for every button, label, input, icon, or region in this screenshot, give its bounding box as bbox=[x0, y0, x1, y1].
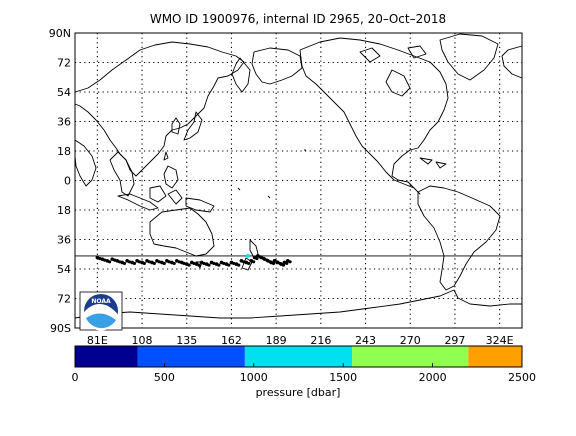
track-point-highlight bbox=[246, 253, 251, 258]
map-frame bbox=[74, 32, 523, 329]
track-point bbox=[157, 260, 161, 264]
lon-tick-label: 216 bbox=[310, 334, 331, 347]
track-point bbox=[108, 260, 112, 264]
track-point bbox=[167, 260, 171, 264]
logo-wave bbox=[86, 313, 116, 329]
lon-tick-label: 162 bbox=[221, 334, 242, 347]
track-point bbox=[247, 261, 251, 266]
lon-tick-label: 81E bbox=[87, 334, 108, 347]
track-point bbox=[127, 260, 132, 264]
track-point bbox=[285, 261, 289, 266]
track-point bbox=[162, 261, 166, 266]
track-point bbox=[122, 261, 127, 266]
track-point bbox=[281, 263, 286, 267]
pressure-colorbar: 0 500 1000 1500 2000 2500 pressure [dbar] bbox=[72, 345, 536, 399]
colorbar-ticks: 0 500 1000 1500 2000 2500 bbox=[72, 363, 536, 384]
longitude-labels: 81E 108 135 162 189 216 243 270 297 324E bbox=[87, 334, 514, 347]
lon-tick-label: 297 bbox=[444, 334, 465, 347]
logo-text: NOAA bbox=[91, 298, 111, 305]
lat-tick-label: 72 bbox=[57, 57, 71, 70]
track-point bbox=[232, 261, 236, 266]
lat-tick-label: 90S bbox=[50, 322, 71, 335]
lat-tick-label: 18 bbox=[57, 145, 71, 158]
track-point bbox=[192, 261, 196, 266]
lat-tick-label: 54 bbox=[57, 86, 71, 99]
colorbar-segment bbox=[468, 346, 522, 367]
lat-tick-label: 54 bbox=[57, 263, 71, 276]
track-point bbox=[227, 263, 231, 267]
lat-tick-label: 0 bbox=[64, 175, 71, 188]
colorbar-tick-label: 1500 bbox=[329, 371, 357, 384]
track-point bbox=[132, 261, 137, 266]
lon-tick-label: 324E bbox=[486, 334, 514, 347]
lon-tick-label: 135 bbox=[176, 334, 197, 347]
colorbar-tick-label: 2500 bbox=[508, 371, 536, 384]
track-point bbox=[117, 260, 122, 264]
track-point bbox=[197, 263, 201, 267]
lat-tick-label: 72 bbox=[57, 293, 71, 306]
colorbar-tick-label: 1000 bbox=[240, 371, 268, 384]
lat-tick-label: 36 bbox=[57, 116, 71, 129]
track-point bbox=[271, 261, 276, 266]
track-point bbox=[237, 263, 241, 267]
colorbar-tick-label: 0 bbox=[72, 371, 79, 384]
lat-tick-label: 36 bbox=[57, 234, 71, 247]
track-point bbox=[112, 258, 117, 262]
track-point bbox=[172, 261, 176, 266]
lat-tick-label: 18 bbox=[57, 204, 71, 217]
lon-tick-label: 243 bbox=[355, 334, 376, 347]
track-point bbox=[202, 261, 206, 266]
track-point bbox=[222, 261, 226, 266]
lon-tick-label: 189 bbox=[266, 334, 287, 347]
colorbar-label: pressure [dbar] bbox=[256, 386, 341, 399]
noaa-logo: NOAA bbox=[79, 291, 123, 331]
track-point bbox=[98, 256, 102, 261]
track-point bbox=[137, 260, 142, 264]
colorbar-segment bbox=[352, 346, 469, 367]
track-point bbox=[147, 260, 151, 264]
track-point bbox=[182, 261, 186, 266]
colorbar-tick-label: 2000 bbox=[419, 371, 447, 384]
track-point bbox=[103, 258, 107, 262]
colorbar-frame bbox=[74, 345, 523, 368]
track-point bbox=[252, 260, 256, 264]
world-map: 90N 72 54 36 18 0 18 36 54 72 90S 81E 108 135 162 189 2… bbox=[49, 27, 523, 347]
colorbar-segments bbox=[75, 346, 522, 367]
lat-tick-label: 90N bbox=[49, 27, 71, 40]
lon-tick-label: 108 bbox=[132, 334, 153, 347]
latitude-labels: 90N 72 54 36 18 0 18 36 54 72 90S bbox=[49, 27, 71, 335]
figure-title: WMO ID 1900976, internal ID 2965, 20–Oct… bbox=[150, 12, 446, 26]
track-point bbox=[187, 263, 191, 267]
track-point bbox=[212, 261, 216, 266]
track-point bbox=[152, 261, 156, 266]
colorbar-segment bbox=[137, 346, 245, 367]
track-point bbox=[207, 263, 211, 267]
colorbar-segment bbox=[244, 346, 353, 367]
track-point bbox=[177, 260, 181, 264]
track-point bbox=[217, 263, 221, 267]
float-track bbox=[95, 253, 292, 267]
colorbar-tick-label: 500 bbox=[154, 371, 175, 384]
map-grid bbox=[75, 33, 522, 328]
track-point bbox=[142, 261, 146, 266]
track-point bbox=[288, 260, 292, 264]
coastlines bbox=[74, 33, 523, 319]
colorbar-segment bbox=[75, 346, 138, 367]
track-point bbox=[255, 256, 259, 261]
lon-tick-label: 270 bbox=[400, 334, 421, 347]
track-point bbox=[242, 260, 246, 264]
